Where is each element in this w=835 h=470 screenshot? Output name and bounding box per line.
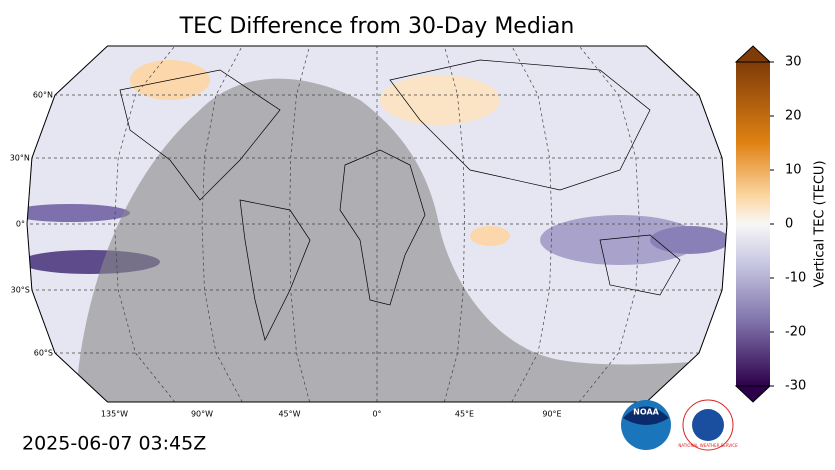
map-outline: [26, 45, 728, 403]
graticule-lon: [444, 46, 465, 402]
timestamp: 2025-06-07 03:45Z: [22, 433, 206, 455]
colorbar-tick-label: 30: [785, 55, 802, 70]
noaa-logo: NOAA: [621, 400, 671, 450]
colorbar-tick-label: 0: [785, 217, 793, 232]
lon-label: 135°W: [101, 410, 128, 419]
lat-label: 60°N: [33, 91, 53, 100]
continent: [389, 59, 651, 191]
colorbar-tick-label: -20: [785, 325, 806, 340]
lat-label: 0°: [16, 220, 25, 229]
tec-blob: [470, 226, 510, 246]
colorbar: [736, 62, 770, 386]
logo-shape: [623, 406, 669, 425]
graticule-lon: [289, 46, 310, 402]
continent: [239, 199, 311, 342]
tec-blob: [540, 215, 700, 265]
tec-blob: [650, 226, 727, 254]
colorbar-label: Vertical TEC (TECU): [813, 160, 828, 287]
graticule-lon: [201, 46, 243, 402]
continent: [119, 69, 281, 201]
colorbar-tick-label: 20: [785, 109, 802, 124]
nws-logo: NATIONAL WEATHER SERVICE: [678, 399, 738, 451]
logo-text: NOAA: [633, 408, 659, 417]
continent: [599, 234, 681, 296]
lat-label: 60°S: [34, 349, 53, 358]
lat-label: 30°S: [11, 286, 30, 295]
colorbar-extend-min: [734, 385, 772, 403]
tec-blob: [27, 204, 130, 222]
title: TEC Difference from 30-Day Median: [179, 14, 575, 39]
tec-blob: [380, 75, 500, 125]
lon-label: 45°W: [278, 410, 300, 419]
graticule-lon: [114, 46, 176, 402]
colorbar-tick-label: -10: [785, 271, 806, 286]
lon-label: 90°E: [542, 410, 561, 419]
graticule-lon: [511, 46, 553, 402]
logo-circle: [692, 409, 724, 441]
colorbar-tick-label: -30: [785, 379, 806, 394]
colorbar-tick-label: 10: [785, 163, 802, 178]
logo-text: NATIONAL WEATHER SERVICE: [678, 443, 738, 448]
map: [27, 46, 727, 402]
night-shading: [75, 78, 727, 402]
lon-label: 45°E: [455, 410, 474, 419]
lat-label: 30°N: [10, 154, 30, 163]
lon-label: 90°W: [191, 410, 213, 419]
colorbar-extend-max: [734, 45, 772, 63]
continent: [339, 149, 426, 306]
graticule-lon: [578, 46, 640, 402]
lon-label: 0°: [372, 410, 381, 419]
